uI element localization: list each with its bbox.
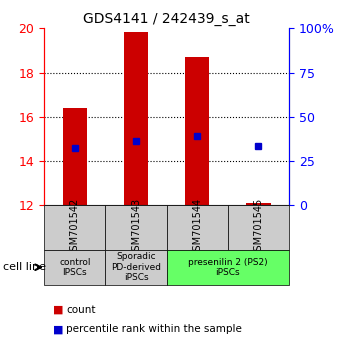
Bar	[124, 32, 148, 205]
Text: ■: ■	[53, 324, 63, 334]
Title: GDS4141 / 242439_s_at: GDS4141 / 242439_s_at	[83, 12, 250, 26]
Text: count: count	[66, 305, 96, 315]
Text: GSM701545: GSM701545	[253, 198, 264, 257]
Bar	[167, 250, 289, 285]
Bar	[44, 250, 105, 285]
Bar	[105, 205, 167, 250]
Text: cell line: cell line	[3, 262, 46, 272]
Bar	[185, 57, 209, 205]
Text: presenilin 2 (PS2)
iPSCs: presenilin 2 (PS2) iPSCs	[188, 258, 268, 277]
Bar	[167, 205, 228, 250]
Bar	[105, 250, 167, 285]
Bar	[63, 108, 87, 205]
Text: GSM701542: GSM701542	[70, 198, 80, 257]
Text: GSM701544: GSM701544	[192, 198, 202, 257]
Bar	[44, 205, 105, 250]
Bar	[246, 203, 271, 205]
Text: control
IPSCs: control IPSCs	[59, 258, 90, 277]
Bar	[228, 205, 289, 250]
Text: Sporadic
PD-derived
iPSCs: Sporadic PD-derived iPSCs	[111, 252, 161, 282]
Text: percentile rank within the sample: percentile rank within the sample	[66, 324, 242, 334]
Text: ■: ■	[53, 305, 63, 315]
Text: GSM701543: GSM701543	[131, 198, 141, 257]
